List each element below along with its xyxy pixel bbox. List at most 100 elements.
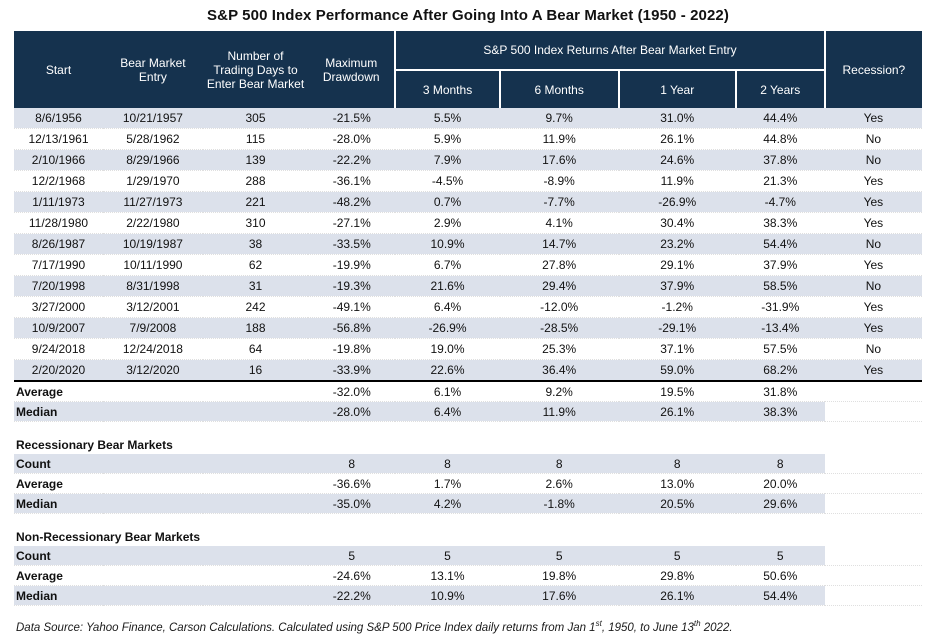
table-row: 12/13/1961 5/28/1962 115 -28.0% 5.9% 11.9% 26.… bbox=[14, 128, 922, 150]
empty-cell bbox=[824, 493, 922, 514]
table-row: 11/28/1980 2/22/1980 310 -27.1% 2.9% 4.1% 30.4… bbox=[14, 212, 922, 234]
cell-2y: 54.4% bbox=[735, 233, 825, 255]
footnote: Data Source: Yahoo Finance, Carson Calcu… bbox=[16, 619, 936, 634]
stat-value: 26.1% bbox=[618, 401, 736, 422]
empty-cell bbox=[824, 546, 922, 566]
cell-1y: 11.9% bbox=[618, 170, 736, 192]
cell-2y: 44.4% bbox=[735, 108, 825, 129]
stat-value: 8 bbox=[499, 454, 619, 474]
cell-entry: 2/22/1980 bbox=[102, 212, 203, 234]
cell-entry: 3/12/2001 bbox=[102, 296, 203, 318]
stat-value: -32.0% bbox=[308, 381, 396, 402]
cell-recession: Yes bbox=[824, 359, 922, 382]
table-header: Start Bear Market Entry Number of Tradin… bbox=[14, 31, 922, 108]
cell-entry: 5/28/1962 bbox=[102, 128, 203, 150]
cell-days: 62 bbox=[202, 254, 309, 276]
cell-2y: 58.5% bbox=[735, 275, 825, 297]
spacer-cell bbox=[14, 513, 922, 527]
cell-2y: 38.3% bbox=[735, 212, 825, 234]
cell-recession: No bbox=[824, 128, 922, 150]
stat-value: 2.6% bbox=[499, 473, 619, 494]
cell-days: 242 bbox=[202, 296, 309, 318]
cell-2y: 37.9% bbox=[735, 254, 825, 276]
cell-recession: Yes bbox=[824, 212, 922, 234]
stat-label: Average bbox=[14, 473, 309, 494]
empty-cell bbox=[824, 473, 922, 494]
table-row bbox=[14, 421, 922, 435]
cell-6m: 9.7% bbox=[499, 108, 619, 129]
page-title: S&P 500 Index Performance After Going In… bbox=[207, 7, 729, 24]
cell-drawdown: -22.2% bbox=[308, 149, 396, 171]
stat-value: 8 bbox=[308, 454, 396, 474]
cell-recession: Yes bbox=[824, 191, 922, 213]
cell-drawdown: -56.8% bbox=[308, 317, 396, 339]
table-row: 2/20/2020 3/12/2020 16 -33.9% 22.6% 36.4% 59.0… bbox=[14, 359, 922, 382]
cell-entry: 12/24/2018 bbox=[102, 338, 203, 360]
footnote-text: Data Source: Yahoo Finance, Carson Calcu… bbox=[16, 621, 596, 634]
stat-value: 6.4% bbox=[395, 401, 500, 422]
table-row: 12/2/1968 1/29/1970 288 -36.1% -4.5% -8.9% 11.… bbox=[14, 170, 922, 192]
cell-2y: -13.4% bbox=[735, 317, 825, 339]
stat-value: 11.9% bbox=[499, 401, 619, 422]
table-row: Median -22.2% 10.9% 17.6% 26.1% 54.4% bbox=[14, 585, 922, 606]
table-row: 3/27/2000 3/12/2001 242 -49.1% 6.4% -12.0% -1.… bbox=[14, 296, 922, 318]
cell-6m: 27.8% bbox=[499, 254, 619, 276]
cell-days: 221 bbox=[202, 191, 309, 213]
cell-days: 16 bbox=[202, 359, 309, 382]
stat-value: -24.6% bbox=[308, 565, 396, 586]
cell-recession: No bbox=[824, 338, 922, 360]
cell-entry: 10/21/1957 bbox=[102, 108, 203, 129]
cell-6m: 14.7% bbox=[499, 233, 619, 255]
stat-value: 13.1% bbox=[395, 565, 500, 586]
stat-label: Average bbox=[14, 565, 309, 586]
empty-cell bbox=[824, 565, 922, 586]
cell-start: 10/9/2007 bbox=[14, 317, 103, 339]
cell-6m: 17.6% bbox=[499, 149, 619, 171]
cell-1y: 59.0% bbox=[618, 359, 736, 382]
cell-1y: -1.2% bbox=[618, 296, 736, 318]
cell-start: 2/10/1966 bbox=[14, 149, 103, 171]
table-row: Count 8 8 8 8 8 bbox=[14, 454, 922, 474]
cell-1y: 37.1% bbox=[618, 338, 736, 360]
stat-value: 38.3% bbox=[735, 401, 825, 422]
cell-3m: 7.9% bbox=[395, 149, 500, 171]
cell-2y: 57.5% bbox=[735, 338, 825, 360]
cell-3m: 5.9% bbox=[395, 128, 500, 150]
cell-entry: 10/11/1990 bbox=[102, 254, 203, 276]
cell-1y: 37.9% bbox=[618, 275, 736, 297]
stat-value: 19.8% bbox=[499, 565, 619, 586]
stat-value: 5 bbox=[395, 546, 500, 566]
section-heading: Recessionary Bear Markets bbox=[14, 435, 922, 454]
cell-start: 8/6/1956 bbox=[14, 108, 103, 129]
cell-1y: 23.2% bbox=[618, 233, 736, 255]
empty-cell bbox=[824, 381, 922, 402]
stat-label: Count bbox=[14, 454, 309, 474]
table-row: 7/17/1990 10/11/1990 62 -19.9% 6.7% 27.8% 29.1… bbox=[14, 254, 922, 276]
cell-recession: Yes bbox=[824, 296, 922, 318]
cell-start: 12/13/1961 bbox=[14, 128, 103, 150]
col-header-2-years: 2 Years bbox=[734, 70, 825, 108]
empty-cell bbox=[824, 401, 922, 422]
table-row: Median -28.0% 6.4% 11.9% 26.1% 38.3% bbox=[14, 401, 922, 422]
cell-entry: 8/29/1966 bbox=[102, 149, 203, 171]
cell-2y: 37.8% bbox=[735, 149, 825, 171]
col-header-1-year: 1 Year bbox=[617, 70, 736, 108]
cell-6m: 25.3% bbox=[499, 338, 619, 360]
stat-value: 19.5% bbox=[618, 381, 736, 402]
cell-entry: 10/19/1987 bbox=[102, 233, 203, 255]
cell-days: 139 bbox=[202, 149, 309, 171]
stat-value: 6.1% bbox=[395, 381, 500, 402]
cell-entry: 3/12/2020 bbox=[102, 359, 203, 382]
cell-3m: 6.7% bbox=[395, 254, 500, 276]
cell-start: 3/27/2000 bbox=[14, 296, 103, 318]
cell-1y: -29.1% bbox=[618, 317, 736, 339]
stat-value: 5 bbox=[735, 546, 825, 566]
table-row: Median -35.0% 4.2% -1.8% 20.5% 29.6% bbox=[14, 493, 922, 514]
cell-6m: 4.1% bbox=[499, 212, 619, 234]
stat-value: 8 bbox=[618, 454, 736, 474]
cell-recession: Yes bbox=[824, 170, 922, 192]
stat-value: 4.2% bbox=[395, 493, 500, 514]
cell-3m: 6.4% bbox=[395, 296, 500, 318]
cell-recession: Yes bbox=[824, 254, 922, 276]
stat-value: 5 bbox=[308, 546, 396, 566]
